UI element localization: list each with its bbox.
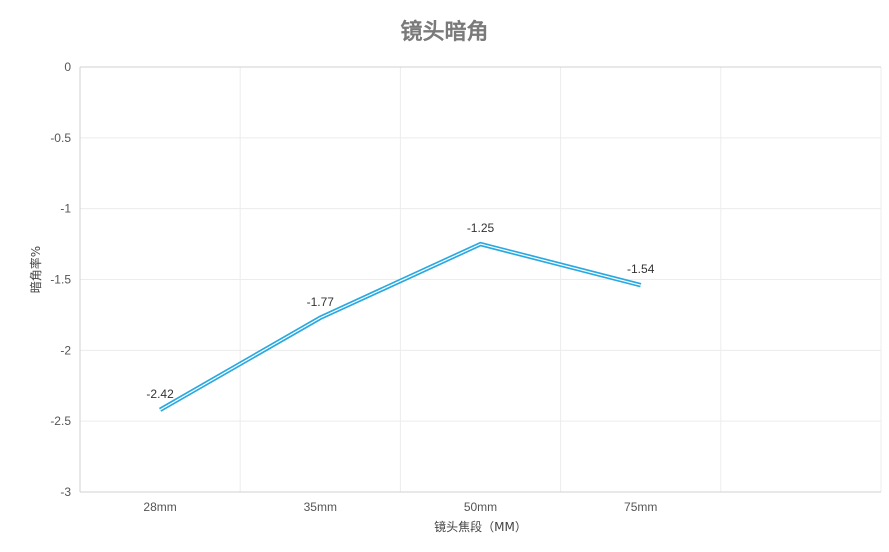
data-labels: -2.42 -1.77 -1.25 -1.54 — [146, 221, 654, 401]
y-axis-title: 暗角率% — [28, 246, 43, 293]
y-tick-label: -2.5 — [50, 414, 71, 428]
y-tick-label: 0 — [64, 60, 71, 74]
y-tick-label: -0.5 — [50, 131, 71, 145]
x-tick-label: 75mm — [624, 500, 657, 514]
data-label: -1.77 — [307, 295, 335, 309]
y-tick-label: -2 — [60, 343, 71, 357]
series-line-highlight — [159, 243, 641, 411]
y-tick-label: -1 — [60, 202, 71, 216]
data-label: -1.54 — [627, 262, 655, 276]
chart-title: 镜头暗角 — [400, 20, 489, 45]
axes — [79, 66, 881, 493]
series-group — [158, 241, 642, 412]
y-tick-labels: 0 -0.5 -1 -1.5 -2 -2.5 -3 — [50, 60, 71, 499]
y-tick-label: -1.5 — [50, 273, 71, 287]
x-tick-labels: 28mm 35mm 50mm 75mm — [143, 500, 657, 514]
data-label: -2.42 — [146, 387, 174, 401]
y-tick-label: -3 — [60, 485, 71, 499]
grid-lines — [80, 67, 882, 493]
x-tick-label: 28mm — [143, 500, 176, 514]
x-tick-label: 35mm — [304, 500, 337, 514]
data-label: -1.25 — [467, 221, 495, 235]
x-axis-title: 镜头焦段（MM） — [434, 519, 527, 534]
x-tick-label: 50mm — [464, 500, 497, 514]
